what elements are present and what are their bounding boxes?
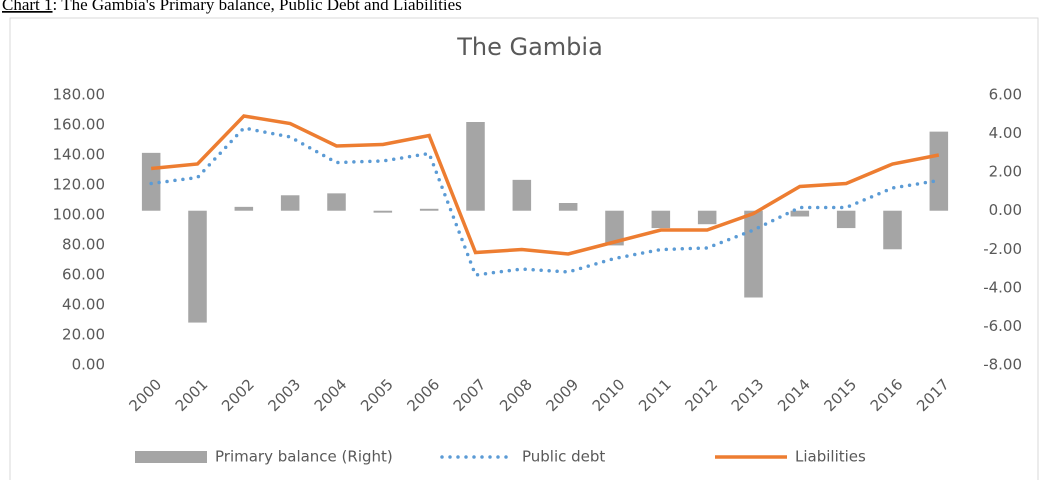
bar [419, 208, 439, 211]
y2-tick-label: 6.00 [989, 86, 1022, 104]
bar [883, 210, 902, 250]
caption: Chart 1: The Gambia's Primary balance, P… [2, 0, 462, 14]
bar [836, 210, 856, 229]
bar [744, 210, 763, 298]
y-tick-label: 0.00 [72, 356, 105, 374]
bar [466, 122, 485, 211]
y2-tick-label: 4.00 [989, 124, 1022, 142]
bar [790, 210, 810, 217]
bar [929, 131, 949, 211]
y-tick-label: 160.00 [53, 116, 106, 134]
bar [605, 210, 624, 246]
caption-label: Chart 1 [2, 0, 53, 14]
y-tick-label: 140.00 [53, 146, 106, 164]
chart-title: The Gambia [456, 33, 603, 61]
y2-tick-label: -2.00 [983, 240, 1022, 258]
y2-tick-label: -8.00 [983, 356, 1022, 374]
bar [697, 210, 717, 225]
legend-label: Public debt [522, 448, 605, 466]
y2-tick-label: 0.00 [989, 201, 1022, 219]
y-tick-label: 180.00 [53, 86, 106, 104]
bar [188, 210, 207, 323]
y-tick-label: 40.00 [62, 296, 105, 314]
legend-label: Primary balance (Right) [215, 448, 393, 466]
y2-tick-label: 2.00 [989, 163, 1022, 181]
y-tick-label: 120.00 [53, 176, 106, 194]
bar [327, 193, 346, 211]
legend-swatch [135, 451, 207, 463]
bar [651, 210, 671, 229]
bar [234, 206, 254, 211]
bar [280, 195, 300, 211]
bar [558, 203, 578, 211]
line [150, 114, 940, 256]
legend-label: Liabilities [795, 448, 866, 466]
y-tick-label: 80.00 [62, 236, 105, 254]
y-tick-label: 100.00 [53, 206, 106, 224]
y-tick-label: 60.00 [62, 266, 105, 284]
y2-tick-label: -6.00 [983, 317, 1022, 335]
y-tick-label: 20.00 [62, 326, 105, 344]
y2-tick-label: -4.00 [983, 278, 1022, 296]
bar [373, 210, 393, 213]
caption-text: : The Gambia's Primary balance, Public D… [53, 0, 462, 14]
bar [512, 179, 532, 211]
